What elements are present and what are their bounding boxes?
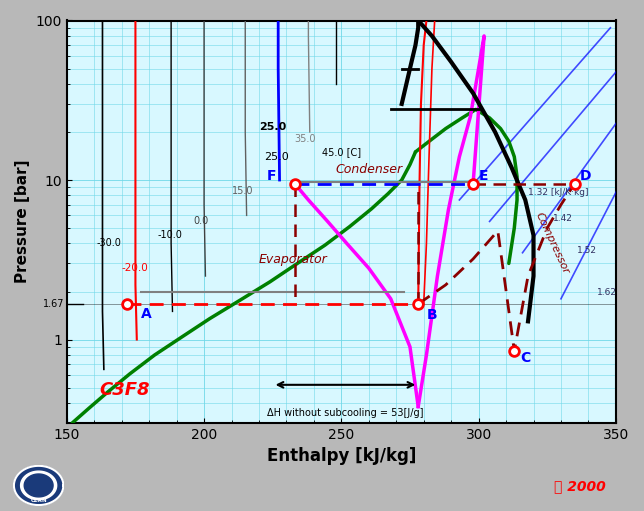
Text: CERN: CERN: [30, 498, 47, 503]
Text: 15.0: 15.0: [231, 187, 253, 196]
Text: 0.0: 0.0: [193, 217, 208, 226]
X-axis label: Enthalpy [kJ/kg]: Enthalpy [kJ/kg]: [267, 447, 416, 466]
Text: 1.62: 1.62: [596, 288, 617, 297]
Text: B: B: [426, 309, 437, 322]
Text: -20.0: -20.0: [122, 263, 149, 273]
Text: C: C: [520, 351, 530, 365]
Text: Compressor: Compressor: [533, 211, 571, 276]
Text: 25.0: 25.0: [265, 152, 289, 161]
Polygon shape: [21, 471, 57, 500]
Text: -10.0: -10.0: [157, 230, 182, 240]
Text: 35.0: 35.0: [295, 134, 316, 144]
Text: 1.32 [kJ/K·kg]: 1.32 [kJ/K·kg]: [528, 189, 589, 197]
Text: F: F: [267, 169, 277, 183]
Y-axis label: Pressure [bar]: Pressure [bar]: [15, 160, 30, 284]
Text: A: A: [141, 307, 152, 321]
Text: 1.42: 1.42: [553, 215, 573, 223]
Text: Ⓜ 2000: Ⓜ 2000: [554, 479, 605, 494]
Text: Condenser: Condenser: [336, 164, 403, 176]
Text: D: D: [580, 169, 592, 183]
Polygon shape: [14, 466, 63, 505]
Text: C3F8: C3F8: [100, 381, 150, 399]
Text: 1.52: 1.52: [578, 246, 598, 255]
Text: 25.0: 25.0: [259, 122, 287, 132]
Text: ΔH without subcooling = 53[J/g]: ΔH without subcooling = 53[J/g]: [267, 408, 424, 417]
Text: 45.0 [C]: 45.0 [C]: [322, 147, 361, 157]
Text: 1.67: 1.67: [43, 299, 64, 309]
Text: E: E: [478, 169, 488, 183]
Text: Evaporator: Evaporator: [259, 253, 328, 266]
Text: -30.0: -30.0: [97, 239, 122, 248]
Polygon shape: [24, 474, 53, 497]
